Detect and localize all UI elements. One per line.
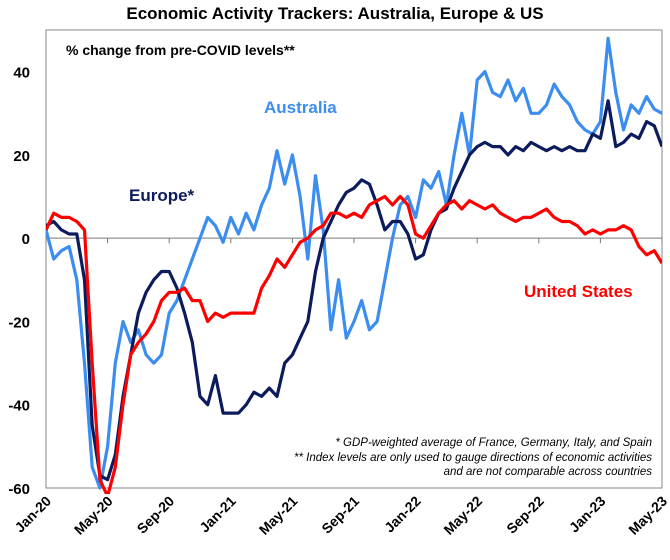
x-tick-label: Jan-20 xyxy=(11,493,54,536)
label-europe: Europe* xyxy=(129,186,195,205)
x-tick-label: Sep-22 xyxy=(503,493,547,537)
x-tick-label: Jan-23 xyxy=(566,493,609,536)
series-line-europe xyxy=(46,99,662,482)
series-line-united-states xyxy=(46,194,662,494)
x-tick-label: Jan-22 xyxy=(381,493,424,536)
x-tick-label: Sep-20 xyxy=(134,493,178,537)
footnote-1: * GDP-weighted average of France, German… xyxy=(335,437,652,449)
x-tick-label: May-20 xyxy=(71,493,116,538)
plot-frame xyxy=(45,29,663,489)
chart-subtitle: % change from pre-COVID levels** xyxy=(66,42,295,58)
label-united-states: United States xyxy=(524,282,633,301)
footnote-3: and are not comparable across countries xyxy=(443,466,652,478)
footnote-2: ** Index levels are only used to gauge d… xyxy=(294,451,652,464)
chart-title: Economic Activity Trackers: Australia, E… xyxy=(126,4,544,23)
y-tick-label: -40 xyxy=(8,398,30,415)
y-tick-label: 0 xyxy=(22,231,30,248)
y-tick-label: 20 xyxy=(13,148,30,165)
label-australia: Australia xyxy=(264,98,337,117)
x-tick-label: May-21 xyxy=(256,493,301,538)
x-tick-label: May-23 xyxy=(625,493,670,538)
x-tick-label: Jan-21 xyxy=(196,493,239,536)
series-line-australia xyxy=(46,36,662,490)
x-tick-label: Sep-21 xyxy=(318,493,362,537)
footnotes: * GDP-weighted average of France, German… xyxy=(294,436,652,480)
y-tick-label: -60 xyxy=(8,481,30,498)
x-tick-label: May-22 xyxy=(440,493,485,538)
y-tick-label: -20 xyxy=(8,314,30,331)
y-tick-label: 40 xyxy=(13,65,30,82)
